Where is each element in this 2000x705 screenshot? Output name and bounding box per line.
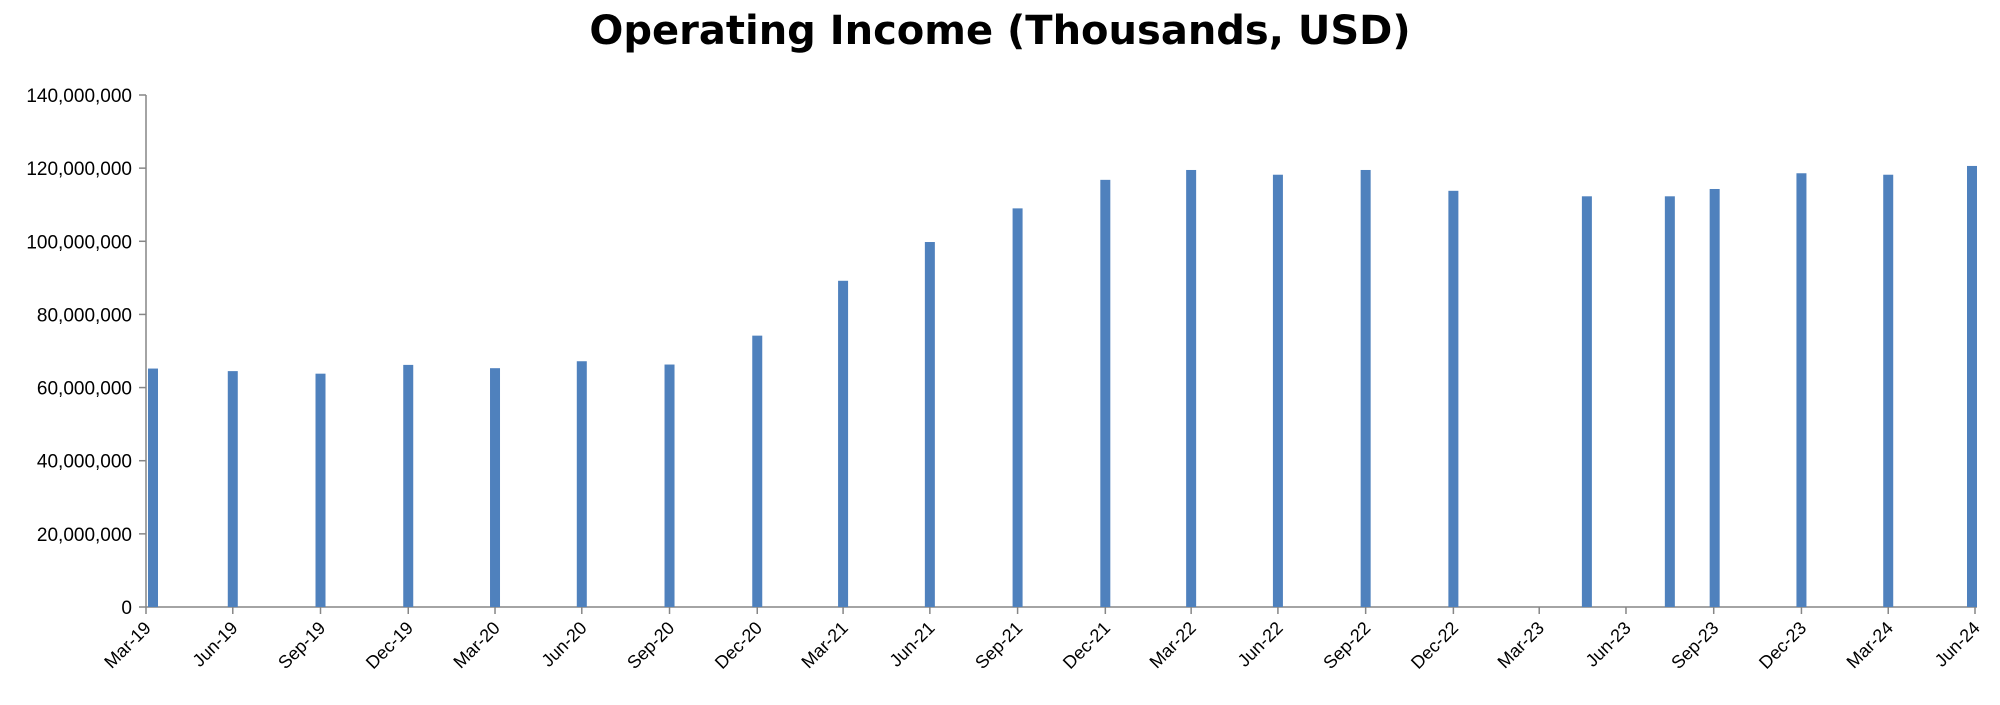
y-tick-label: 0 xyxy=(121,598,132,619)
bar xyxy=(1272,174,1283,607)
x-tick-label: Jun-19 xyxy=(189,618,242,671)
y-tick: 80,000,000 xyxy=(37,305,132,326)
x-tick-label: Mar-24 xyxy=(1843,618,1897,672)
x-tick: Jun-21 xyxy=(886,618,939,671)
x-tick: Sep-20 xyxy=(623,618,678,673)
chart-title: Operating Income (Thousands, USD) xyxy=(589,8,1411,54)
x-tick: Jun-22 xyxy=(1234,618,1287,671)
bar xyxy=(924,242,935,607)
bar xyxy=(148,368,158,607)
x-tick-label: Dec-23 xyxy=(1755,618,1810,673)
x-tick: Sep-22 xyxy=(1319,618,1374,673)
y-tick: 20,000,000 xyxy=(37,525,132,546)
x-tick-label: Sep-20 xyxy=(623,618,678,673)
x-tick-label: Jun-23 xyxy=(1582,618,1635,671)
bar xyxy=(315,373,326,607)
x-tick-label: Dec-19 xyxy=(362,618,417,673)
x-tick-label: Dec-21 xyxy=(1059,618,1114,673)
x-tick-label: Jun-21 xyxy=(886,618,939,671)
bar xyxy=(752,335,763,607)
x-tick-label: Jun-24 xyxy=(1931,618,1984,671)
bar xyxy=(1581,196,1592,607)
x-tick: Jun-24 xyxy=(1931,618,1984,671)
y-tick-label: 20,000,000 xyxy=(37,525,132,546)
y-tick-label: 80,000,000 xyxy=(37,305,132,326)
x-tick: Dec-23 xyxy=(1755,618,1810,673)
bar xyxy=(1186,169,1197,607)
x-tick-label: Dec-20 xyxy=(711,618,766,673)
x-tick-label: Sep-19 xyxy=(274,618,329,673)
y-tick-label: 100,000,000 xyxy=(26,232,132,253)
x-tick: Mar-23 xyxy=(1494,618,1548,672)
x-tick: Mar-22 xyxy=(1146,618,1200,672)
x-tick-label: Sep-21 xyxy=(971,618,1026,673)
y-tick: 120,000,000 xyxy=(26,159,132,180)
x-tick-label: Mar-21 xyxy=(797,618,851,672)
x-tick: Jun-23 xyxy=(1582,618,1635,671)
y-tick: 100,000,000 xyxy=(26,232,132,253)
x-tick-label: Jun-20 xyxy=(538,618,591,671)
x-tick: Sep-21 xyxy=(971,618,1026,673)
x-tick: Dec-20 xyxy=(711,618,766,673)
bar xyxy=(1012,208,1023,607)
x-tick: Mar-24 xyxy=(1843,618,1897,672)
y-tick-label: 120,000,000 xyxy=(26,159,132,180)
x-tick: Dec-22 xyxy=(1407,618,1462,673)
x-tick-label: Jun-22 xyxy=(1234,618,1287,671)
y-tick: 60,000,000 xyxy=(37,379,132,400)
x-tick-label: Sep-22 xyxy=(1319,618,1374,673)
x-tick-label: Mar-19 xyxy=(100,618,154,672)
bar xyxy=(403,364,414,607)
bar xyxy=(1967,165,1977,607)
x-tick: Dec-21 xyxy=(1059,618,1114,673)
x-tick-label: Mar-23 xyxy=(1494,618,1548,672)
x-tick: Jun-20 xyxy=(538,618,591,671)
bar xyxy=(664,364,675,607)
x-tick-label: Mar-20 xyxy=(449,618,503,672)
bar xyxy=(1664,196,1675,607)
x-tick: Mar-21 xyxy=(797,618,851,672)
bar xyxy=(227,371,238,607)
y-tick: 40,000,000 xyxy=(37,452,132,473)
y-tick-label: 140,000,000 xyxy=(26,86,132,107)
bar xyxy=(1100,179,1111,608)
bar xyxy=(1448,190,1459,607)
x-tick: Jun-19 xyxy=(189,618,242,671)
x-tick: Sep-19 xyxy=(274,618,329,673)
bar xyxy=(1360,169,1371,607)
y-tick: 0 xyxy=(121,598,132,619)
x-tick: Mar-20 xyxy=(449,618,503,672)
x-tick: Sep-23 xyxy=(1667,618,1722,673)
bar xyxy=(1883,174,1894,607)
bar xyxy=(1796,173,1807,607)
bar xyxy=(1709,188,1720,607)
x-tick-label: Sep-23 xyxy=(1667,618,1722,673)
bar xyxy=(490,368,501,607)
x-tick: Mar-19 xyxy=(100,618,154,672)
bar xyxy=(838,280,849,607)
bar xyxy=(576,361,587,607)
y-tick-label: 40,000,000 xyxy=(37,452,132,473)
y-tick: 140,000,000 xyxy=(26,86,132,107)
x-tick: Dec-19 xyxy=(362,618,417,673)
y-tick-label: 60,000,000 xyxy=(37,379,132,400)
x-tick-label: Mar-22 xyxy=(1146,618,1200,672)
x-tick-label: Dec-22 xyxy=(1407,618,1462,673)
